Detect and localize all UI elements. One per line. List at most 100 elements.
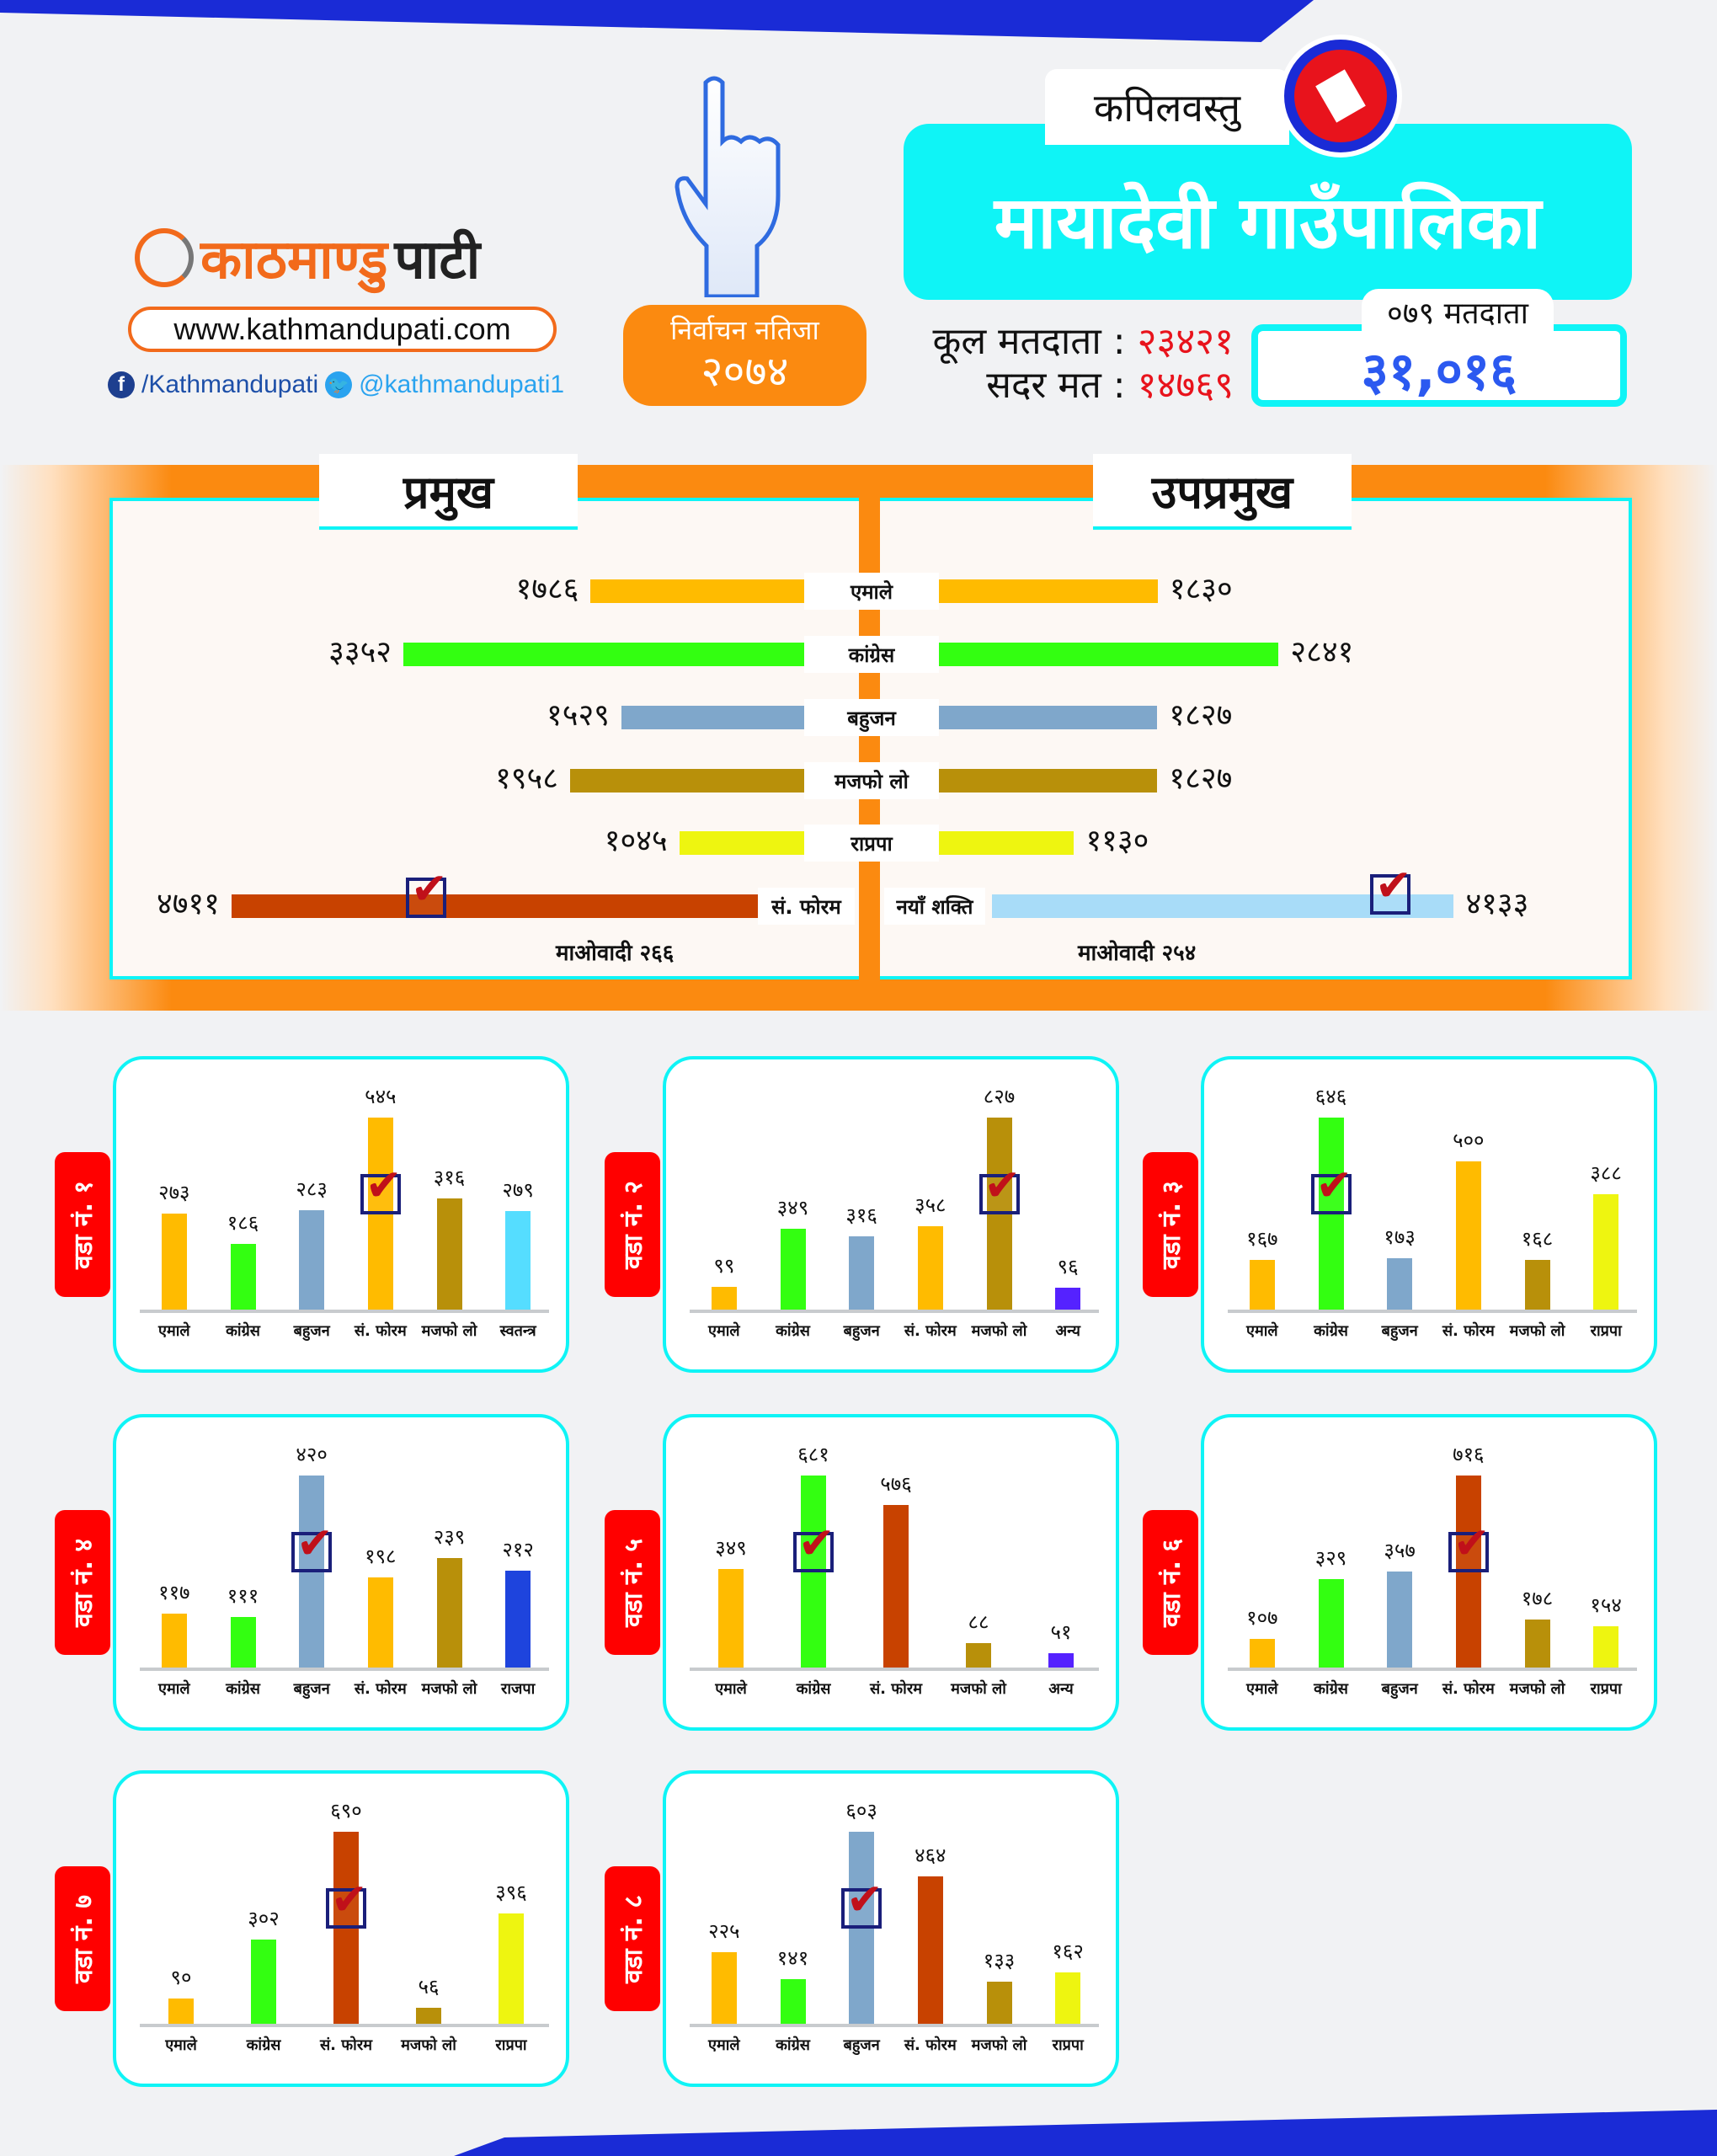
deputy-bar [939, 706, 1158, 729]
bar-value-label: ६८१ [797, 1443, 829, 1466]
facebook-icon: f [108, 371, 135, 398]
logo-tower-icon [135, 227, 194, 287]
winner-check-icon [360, 1161, 402, 1215]
ward-bar [299, 1209, 325, 1310]
category-label: एमाले [1246, 1322, 1278, 1340]
chart-baseline [140, 2024, 549, 2027]
facebook-link[interactable]: /Kathmandupati [141, 371, 319, 398]
ward-bar [917, 1226, 943, 1310]
ward-chart-card: ३४९ एमाले ६८१ कांग्रेस ५७६ सं. फोरम ८८ मजफो लो ५… [663, 1414, 1119, 1731]
mayor-votes-label: ३३५२ [328, 635, 392, 670]
category-label: मजफो लो [951, 1680, 1006, 1698]
ward-bar [1455, 1161, 1481, 1310]
bar-value-label: ३२९ [1314, 1546, 1347, 1571]
category-label: सं. फोरम [870, 1680, 922, 1698]
ward-bar [1593, 1194, 1619, 1310]
ward-chart-card: ९० एमाले ३०२ कांग्रेस ६९० सं. फोरम ५६ मजफो लो ३९… [113, 1770, 569, 2087]
deputy-bar [939, 643, 1279, 666]
ward-title: वडा नं. ७ [69, 1894, 99, 1983]
mayor-bar [403, 643, 804, 666]
category-label: कांग्रेस [246, 2036, 281, 2054]
deputy-bar [939, 579, 1158, 603]
mayor-votes-label: १९५८ [495, 761, 558, 796]
ward-bar [1318, 1579, 1344, 1668]
category-label: कांग्रेस [1314, 1680, 1348, 1698]
bar-value-label: ६०३ [845, 1799, 877, 1822]
ward-tab: वडा नं. १ [55, 1152, 110, 1297]
chart-baseline [1228, 1310, 1637, 1313]
bar-value-label: १५४ [1590, 1593, 1622, 1617]
bar-value-label: ७१६ [1453, 1443, 1485, 1466]
twitter-link[interactable]: @kathmandupati1 [359, 371, 565, 398]
ward-bar [505, 1211, 531, 1310]
bar-value-label: १६२ [1052, 1939, 1084, 1963]
ward-chart-card: ९९ एमाले ३४९ कांग्रेस ३१६ बहुजन ३५८ सं. फोरम ८२७… [663, 1056, 1119, 1373]
category-label: राजपा [501, 1680, 536, 1698]
ward-tab: वडा नं. ५ [605, 1510, 660, 1655]
ward-tab: वडा नं. ३ [1143, 1152, 1198, 1297]
ward-bar [161, 1614, 187, 1668]
mayor-party-label: सं. फोरम [758, 888, 855, 925]
center-divider [859, 498, 880, 979]
category-label: अन्य [1048, 1680, 1074, 1698]
ward-title: वडा नं. ४ [69, 1538, 99, 1627]
bar-value-label: २७३ [158, 1180, 190, 1204]
ward-bar [230, 1616, 256, 1668]
party-label: कांग्रेस [804, 636, 939, 673]
category-label: मजफो लो [971, 2036, 1027, 2054]
bar-value-label: २३९ [433, 1525, 466, 1550]
ward-bar [1387, 1257, 1413, 1310]
bar-value-label: ५१ [1050, 1620, 1072, 1644]
category-label: बहुजन [1381, 1322, 1418, 1340]
ward-tab: वडा नं. ६ [1143, 1510, 1198, 1655]
ward-bar [367, 1577, 393, 1668]
category-label: बहुजन [293, 1680, 330, 1698]
voting-finger-icon [675, 76, 781, 297]
ward-bar [230, 1244, 256, 1310]
category-label: राप्रपा [1052, 2036, 1084, 2054]
ward-title: वडा नं. २ [619, 1180, 649, 1269]
category-label: मजफो लो [1509, 1680, 1565, 1698]
bar-value-label: १८६ [227, 1211, 259, 1235]
ward-tab: वडा नं. २ [605, 1152, 660, 1297]
category-label: एमाले [708, 1322, 740, 1340]
category-label: राप्रपा [1590, 1680, 1622, 1698]
mayor-votes-label: १७८६ [515, 572, 579, 606]
ward-bar [711, 1951, 737, 2024]
party-label: एमाले [804, 573, 939, 610]
bar-value-label: ३५७ [1384, 1539, 1416, 1563]
deputy-party-label: नयाँ शक्ति [884, 888, 985, 925]
result-label: निर्वाचन नतिजा [670, 314, 819, 346]
category-label: राप्रपा [495, 2036, 527, 2054]
twitter-icon: 🐦 [325, 371, 353, 398]
category-label: सं. फोरम [354, 1322, 407, 1340]
winner-check-icon [406, 864, 448, 918]
ward-tab: वडा नं. ४ [55, 1510, 110, 1655]
valid-votes-value: १४७६९ [1137, 364, 1234, 407]
bar-value-label: ३८८ [1590, 1161, 1622, 1186]
category-label: सं. फोरम [904, 2036, 957, 2054]
mayor-bar [679, 831, 804, 855]
ward-bar [1593, 1625, 1619, 1668]
ward-bar [1048, 1652, 1074, 1668]
logo-text-part1: काठमाण्डु [200, 229, 388, 291]
ward-bar [780, 1228, 806, 1310]
bar-value-label: ११७ [158, 1581, 190, 1605]
bar-value-label: ९९ [713, 1253, 735, 1278]
maoist-mayor-note: माओवादी २६६ [556, 941, 675, 966]
category-label: राप्रपा [1590, 1322, 1622, 1340]
website-link[interactable]: www.kathmandupati.com [128, 307, 557, 352]
total-voters-value: २३४२१ [1137, 320, 1234, 363]
bar-value-label: ६९० [330, 1799, 362, 1822]
category-label: सं. फोरम [1442, 1680, 1495, 1698]
party-label: राप्रपा [804, 825, 939, 862]
bar-value-label: २८३ [296, 1177, 328, 1201]
ward-bar [1249, 1260, 1275, 1310]
bar-value-label: ५०० [1453, 1128, 1485, 1152]
bar-value-label: ६४६ [1314, 1085, 1347, 1108]
bar-value-label: ५४५ [365, 1085, 397, 1108]
winner-check-icon [978, 1161, 1021, 1215]
bar-value-label: २१२ [502, 1537, 534, 1561]
chart-baseline [690, 1310, 1099, 1313]
top-decor-strip [0, 0, 1314, 42]
